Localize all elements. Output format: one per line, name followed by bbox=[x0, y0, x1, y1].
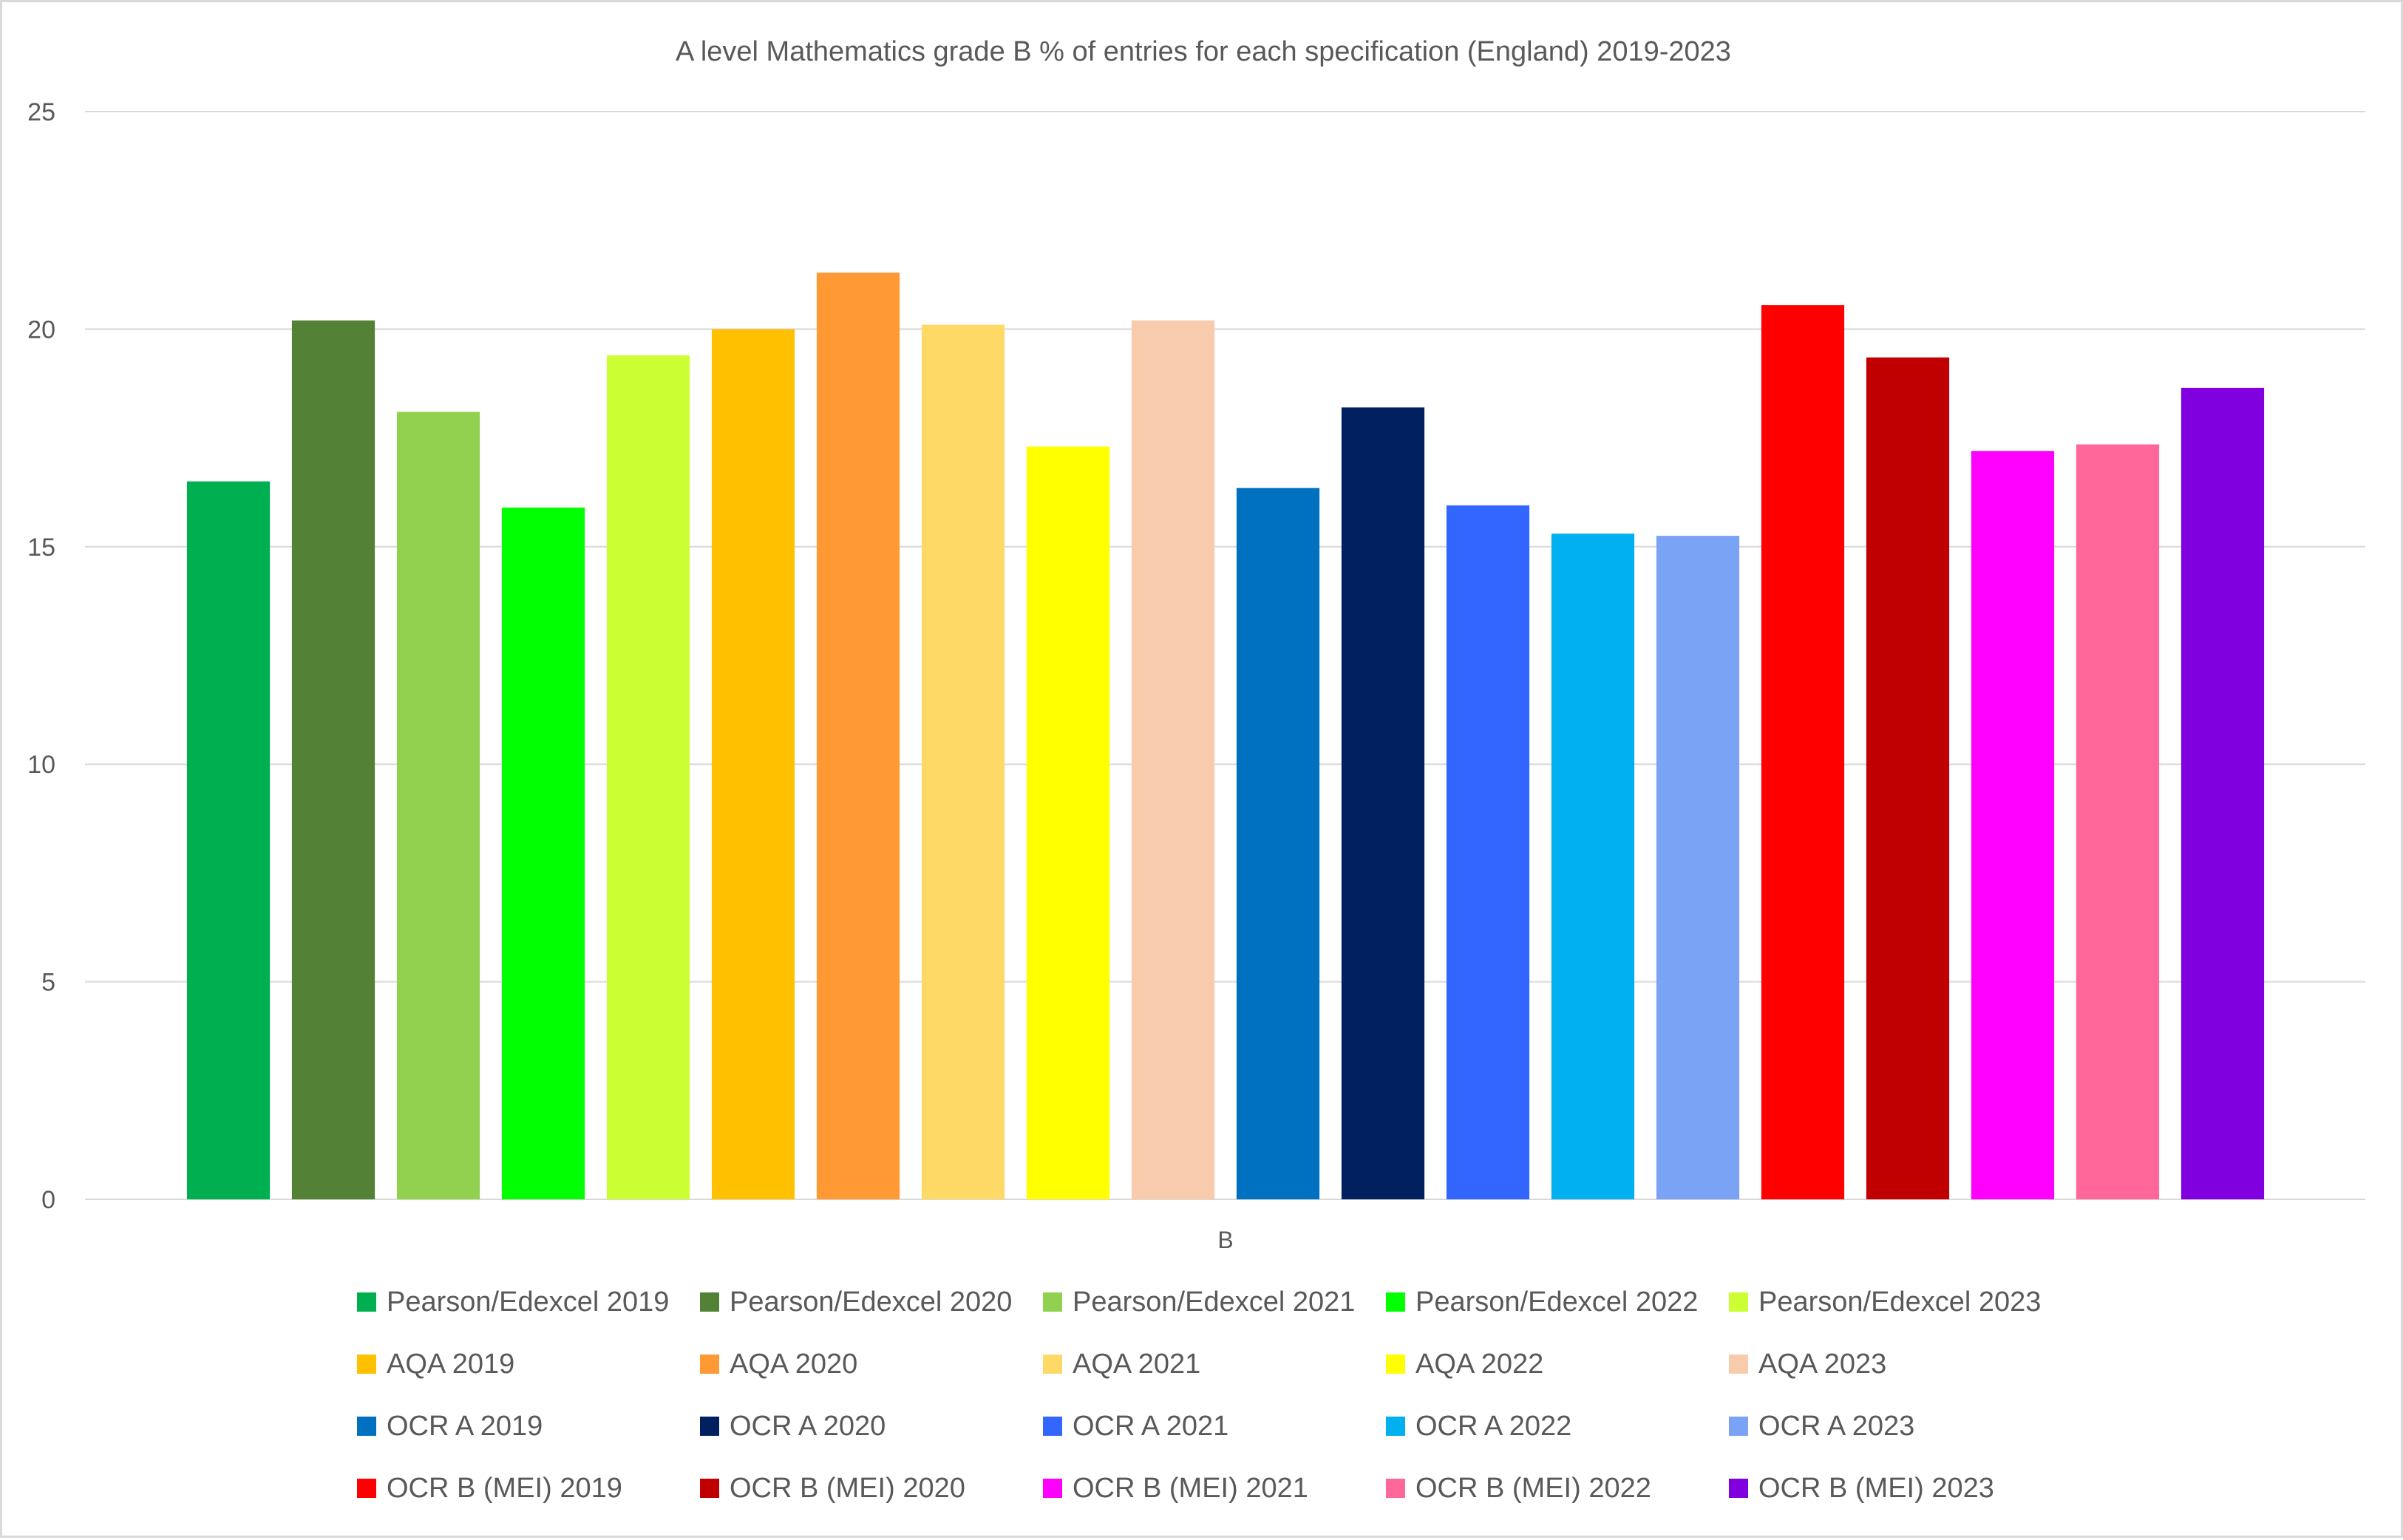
y-tick-label: 25 bbox=[27, 98, 55, 126]
bar bbox=[1131, 320, 1215, 1199]
legend-label: Pearson/Edexcel 2020 bbox=[730, 1286, 1013, 1318]
bar bbox=[1341, 407, 1425, 1199]
bar bbox=[1761, 305, 1845, 1199]
legend-swatch bbox=[1386, 1355, 1405, 1374]
bar bbox=[1656, 536, 1740, 1199]
legend-item: Pearson/Edexcel 2020 bbox=[700, 1284, 1043, 1320]
legend-swatch bbox=[700, 1292, 719, 1312]
y-tick-label: 5 bbox=[41, 969, 55, 997]
legend-item: OCR A 2019 bbox=[357, 1408, 700, 1444]
bar bbox=[501, 507, 585, 1199]
legend-swatch bbox=[1043, 1417, 1062, 1436]
x-category-label: B bbox=[1217, 1227, 1233, 1253]
legend-item: Pearson/Edexcel 2023 bbox=[1729, 1284, 2072, 1320]
legend-label: AQA 2020 bbox=[730, 1348, 858, 1380]
y-axis-tick-labels: 0 5 10 15 20 25 bbox=[27, 98, 55, 1214]
legend-swatch bbox=[357, 1479, 376, 1498]
bar bbox=[2181, 387, 2265, 1200]
legend-item: OCR A 2023 bbox=[1729, 1408, 2072, 1444]
bar bbox=[396, 412, 480, 1199]
legend-label: AQA 2019 bbox=[387, 1348, 515, 1380]
legend-item: OCR B (MEI) 2023 bbox=[1729, 1471, 2072, 1506]
legend-label: OCR A 2022 bbox=[1415, 1410, 1572, 1442]
legend-swatch bbox=[357, 1292, 376, 1312]
legend-label: AQA 2022 bbox=[1415, 1348, 1544, 1380]
legend-swatch bbox=[1043, 1355, 1062, 1374]
legend-swatch bbox=[1729, 1355, 1748, 1374]
legend-swatch bbox=[357, 1355, 376, 1374]
y-tick-label: 0 bbox=[41, 1186, 55, 1214]
legend-swatch bbox=[1043, 1479, 1062, 1498]
legend-label: OCR B (MEI) 2019 bbox=[387, 1472, 622, 1504]
legend-label: AQA 2021 bbox=[1073, 1348, 1201, 1380]
legend-swatch bbox=[700, 1479, 719, 1498]
bar bbox=[1026, 446, 1110, 1199]
legend-item: OCR B (MEI) 2019 bbox=[357, 1471, 700, 1506]
legend-label: OCR A 2023 bbox=[1758, 1410, 1915, 1442]
legend-swatch bbox=[1729, 1292, 1748, 1312]
y-tick-label: 10 bbox=[27, 751, 55, 779]
legend-swatch bbox=[357, 1417, 376, 1436]
legend-swatch bbox=[700, 1355, 719, 1374]
legend-label: Pearson/Edexcel 2019 bbox=[387, 1286, 670, 1318]
bar bbox=[1236, 488, 1320, 1199]
bar bbox=[816, 272, 900, 1200]
bar bbox=[1971, 451, 2055, 1199]
y-tick-label: 20 bbox=[27, 316, 55, 344]
legend-label: OCR B (MEI) 2021 bbox=[1073, 1472, 1308, 1504]
bar bbox=[1551, 534, 1635, 1199]
legend-label: OCR A 2021 bbox=[1073, 1410, 1229, 1442]
legend-item: AQA 2020 bbox=[700, 1346, 1043, 1382]
legend-item: Pearson/Edexcel 2022 bbox=[1386, 1284, 1729, 1320]
bar bbox=[186, 481, 271, 1199]
legend-swatch bbox=[1386, 1479, 1405, 1498]
bars bbox=[186, 272, 2265, 1200]
legend-item: Pearson/Edexcel 2021 bbox=[1043, 1284, 1386, 1320]
bar bbox=[711, 329, 795, 1199]
legend-label: Pearson/Edexcel 2021 bbox=[1073, 1286, 1356, 1318]
legend-item: OCR B (MEI) 2021 bbox=[1043, 1471, 1386, 1506]
legend-label: OCR B (MEI) 2023 bbox=[1758, 1472, 1994, 1504]
legend-item: OCR B (MEI) 2022 bbox=[1386, 1471, 1729, 1506]
bar bbox=[2076, 444, 2160, 1199]
bar bbox=[291, 320, 375, 1199]
legend-item: OCR A 2020 bbox=[700, 1408, 1043, 1444]
legend-swatch bbox=[1043, 1292, 1062, 1312]
legend-label: OCR A 2019 bbox=[387, 1410, 543, 1442]
legend-label: Pearson/Edexcel 2022 bbox=[1415, 1286, 1699, 1318]
legend-swatch bbox=[1729, 1479, 1748, 1498]
legend-label: AQA 2023 bbox=[1758, 1348, 1887, 1380]
legend-label: OCR B (MEI) 2020 bbox=[730, 1472, 965, 1504]
legend-label: OCR A 2020 bbox=[730, 1410, 886, 1442]
legend-item: Pearson/Edexcel 2019 bbox=[357, 1284, 700, 1320]
legend-label: OCR B (MEI) 2022 bbox=[1415, 1472, 1651, 1504]
bar bbox=[1866, 357, 1950, 1199]
legend-item: AQA 2019 bbox=[357, 1346, 700, 1382]
legend-item: AQA 2022 bbox=[1386, 1346, 1729, 1382]
bar bbox=[1446, 505, 1530, 1199]
legend-label: Pearson/Edexcel 2023 bbox=[1758, 1286, 2042, 1318]
y-tick-label: 15 bbox=[27, 534, 55, 562]
x-axis-category-labels: B bbox=[1217, 1227, 1233, 1253]
legend-item: AQA 2021 bbox=[1043, 1346, 1386, 1382]
legend: Pearson/Edexcel 2019 Pearson/Edexcel 2020… bbox=[357, 1284, 2131, 1506]
chart-title: A level Mathematics grade B % of entries… bbox=[676, 36, 1731, 67]
legend-item: OCR B (MEI) 2020 bbox=[700, 1471, 1043, 1506]
legend-swatch bbox=[700, 1417, 719, 1436]
legend-item: AQA 2023 bbox=[1729, 1346, 2072, 1382]
bar bbox=[606, 355, 690, 1199]
legend-item: OCR A 2021 bbox=[1043, 1408, 1386, 1444]
legend-swatch bbox=[1729, 1417, 1748, 1436]
legend-item: OCR A 2022 bbox=[1386, 1408, 1729, 1444]
bar bbox=[921, 324, 1005, 1200]
legend-swatch bbox=[1386, 1292, 1405, 1312]
legend-swatch bbox=[1386, 1417, 1405, 1436]
